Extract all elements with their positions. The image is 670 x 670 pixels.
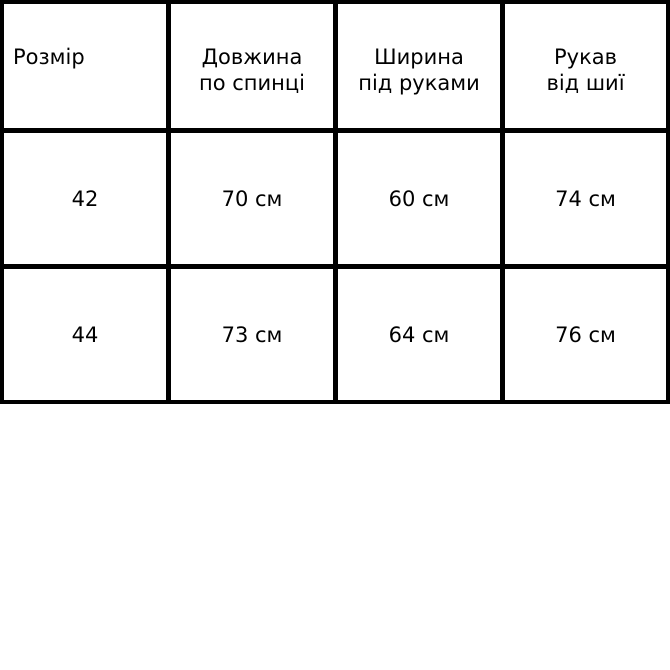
header-cell-size: Розмір: [4, 4, 166, 128]
header-size-line1: Розмір: [13, 45, 85, 69]
row-44-size: 44: [4, 269, 166, 400]
size-chart-table: Розмір Довжина по спинці Ширина під рука…: [0, 0, 670, 404]
row-44-underarm-width: 64 см: [338, 269, 500, 400]
row-44-sleeve: 76 см: [505, 269, 666, 400]
header-cell-sleeve: Рукав від шиї: [505, 4, 666, 128]
row-42-underarm-width: 60 см: [338, 133, 500, 264]
row-44-back-length: 73 см: [171, 269, 333, 400]
empty-footer-area: [0, 404, 670, 670]
header-back-length-line2: по спинці: [198, 71, 306, 95]
row-42-back-length: 70 см: [171, 133, 333, 264]
header-back-length-line1: Довжина: [201, 45, 303, 69]
row-42-sleeve: 74 см: [505, 133, 666, 264]
header-cell-underarm-width: Ширина під руками: [338, 4, 500, 128]
header-sleeve-line1: Рукав: [553, 45, 618, 69]
header-cell-back-length: Довжина по спинці: [171, 4, 333, 128]
header-underarm-width-line2: під руками: [358, 71, 480, 95]
header-sleeve-line2: від шиї: [546, 71, 625, 95]
header-underarm-width-line1: Ширина: [374, 45, 464, 69]
row-42-size: 42: [4, 133, 166, 264]
